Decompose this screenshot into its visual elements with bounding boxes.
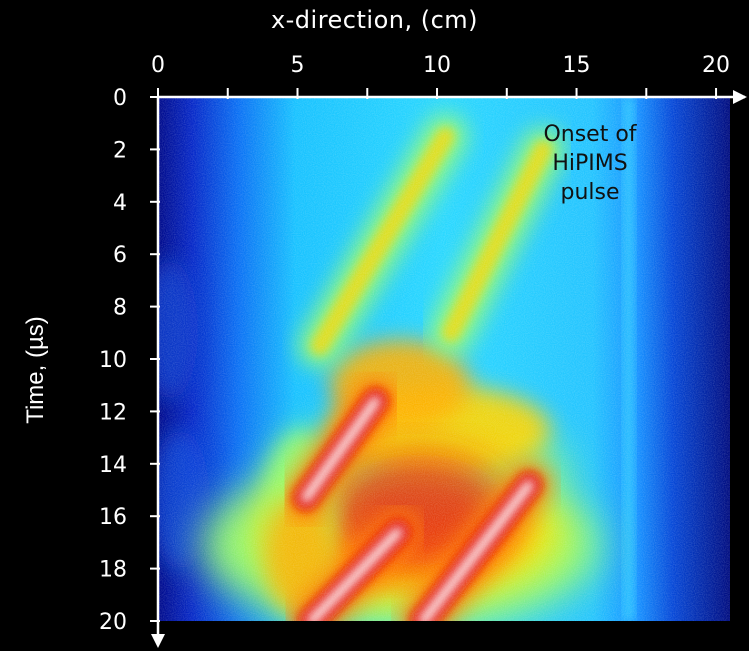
y-axis-title: Time, (µs) xyxy=(22,316,49,424)
y-tick-label: 12 xyxy=(99,400,127,425)
x-tick-label: 10 xyxy=(423,53,451,78)
x-tick-label: 0 xyxy=(151,53,165,78)
axes: 0 5 10 15 20 0 2 4 6 8 10 12 14 16 18 20 xyxy=(99,53,747,648)
y-tick-label: 4 xyxy=(113,191,127,216)
annotation-line-3: pulse xyxy=(560,180,620,205)
y-axis-arrow xyxy=(151,634,165,648)
x-tick-label: 20 xyxy=(702,53,730,78)
annotation-onset: Onset of HiPIMS pulse xyxy=(505,120,675,207)
y-tick-label: 6 xyxy=(113,243,127,268)
y-tick-label: 18 xyxy=(99,558,127,583)
y-tick-label: 20 xyxy=(99,610,127,635)
x-tick-label: 15 xyxy=(563,53,591,78)
annotation-line-2: HiPIMS xyxy=(552,151,628,176)
x-axis-arrow xyxy=(733,90,747,104)
y-tick-label: 8 xyxy=(113,296,127,321)
y-tick-label: 0 xyxy=(113,86,127,111)
y-tick-label: 16 xyxy=(99,505,127,530)
y-tick-label: 14 xyxy=(99,453,127,478)
y-tick-label: 2 xyxy=(113,138,127,163)
annotation-line-1: Onset of xyxy=(543,122,637,147)
x-axis-title: x-direction, (cm) xyxy=(270,6,479,34)
y-tick-label: 10 xyxy=(99,348,127,373)
x-tick-label: 5 xyxy=(291,53,305,78)
